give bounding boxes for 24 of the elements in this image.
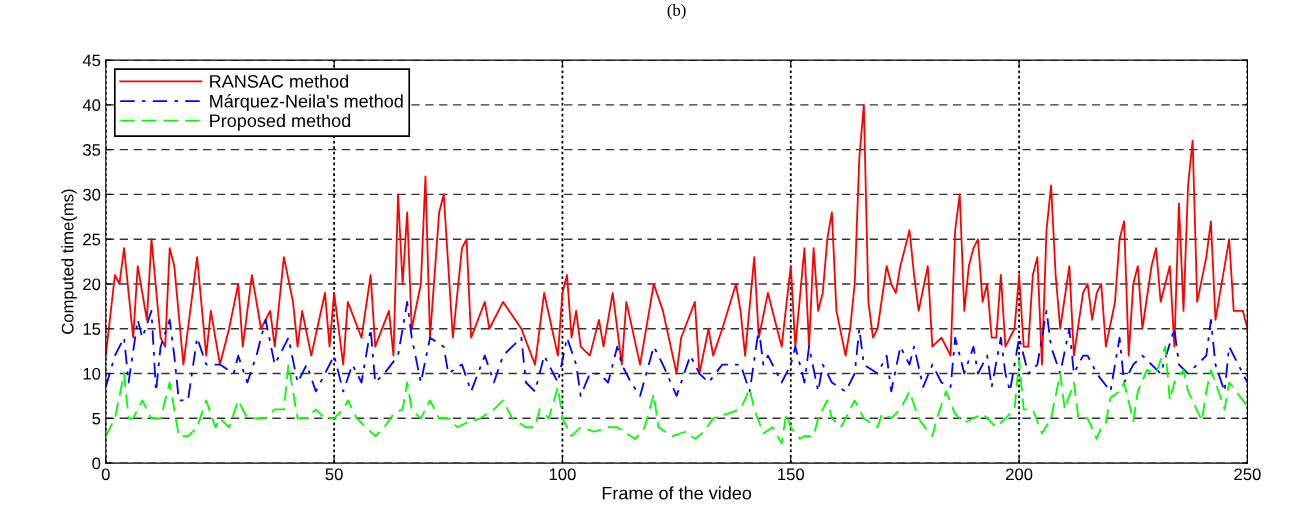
y-axis-title: Computed time(ms) [61,189,77,334]
legend-label: Proposed method [210,113,351,131]
line-series [105,345,1248,445]
y-tick-label: 5 [92,412,101,425]
x-tick-label: 100 [549,468,576,481]
y-tick-label: 20 [83,278,101,291]
y-tick-label: 25 [83,233,101,246]
y-tick-label: 35 [83,144,101,156]
x-tick-label: 50 [325,468,343,481]
y-tick-label: 30 [83,188,101,201]
y-tick-label: 0 [92,457,101,470]
y-tick-label: 15 [83,323,101,335]
legend-label: Márquez-Neila's method [210,94,403,112]
y-tick-label: 40 [82,99,101,112]
line-series [105,300,1248,402]
x-tick-label: 250 [1234,468,1261,481]
x-tick-label: 150 [778,468,805,481]
chart-title: (b) [667,4,686,20]
y-tick-label: 45 [82,54,101,67]
x-tick-label: 0 [101,468,110,481]
legend-label: RANSAC method [210,74,349,88]
y-tick-label: 10 [83,367,101,380]
x-tick-label: 200 [1006,468,1033,481]
x-axis-title: Frame of the video [602,486,752,500]
